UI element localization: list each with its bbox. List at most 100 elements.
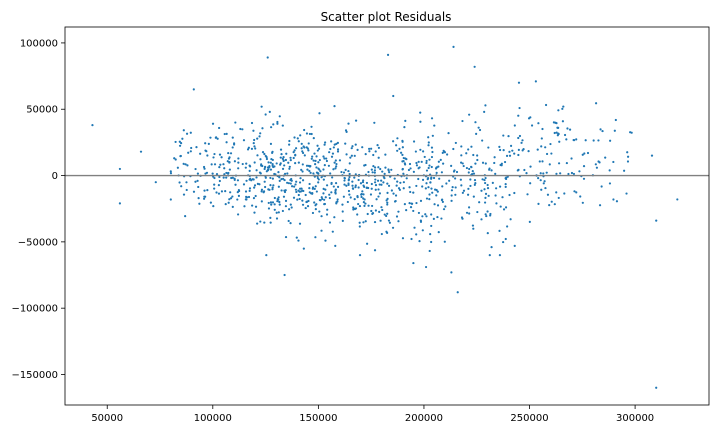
data-point bbox=[502, 149, 505, 152]
data-point bbox=[493, 161, 496, 165]
data-point bbox=[277, 196, 280, 199]
data-point bbox=[284, 205, 288, 208]
data-point bbox=[292, 196, 296, 199]
data-point bbox=[311, 211, 315, 215]
data-point bbox=[525, 172, 528, 175]
data-point bbox=[502, 208, 506, 211]
data-point bbox=[430, 117, 434, 120]
data-point bbox=[213, 163, 217, 166]
data-point bbox=[400, 151, 403, 154]
data-point bbox=[261, 127, 264, 130]
data-point bbox=[169, 172, 173, 175]
data-point bbox=[331, 230, 334, 233]
data-point bbox=[468, 212, 471, 215]
data-point bbox=[409, 206, 413, 209]
data-point bbox=[292, 156, 295, 160]
data-point bbox=[513, 152, 516, 155]
data-point bbox=[284, 158, 287, 162]
data-point bbox=[270, 126, 273, 129]
data-point bbox=[521, 139, 524, 142]
data-point bbox=[181, 137, 184, 140]
data-point bbox=[348, 175, 351, 179]
data-point bbox=[395, 215, 399, 218]
data-point bbox=[358, 225, 361, 228]
data-point bbox=[407, 168, 411, 172]
data-point bbox=[182, 162, 185, 165]
data-point bbox=[557, 132, 560, 135]
data-point bbox=[513, 191, 516, 195]
data-point bbox=[440, 217, 443, 220]
data-point bbox=[307, 142, 310, 145]
data-point bbox=[231, 195, 234, 198]
data-point bbox=[570, 171, 574, 175]
data-point bbox=[557, 196, 560, 200]
data-point bbox=[383, 172, 386, 175]
data-point-outlier bbox=[655, 386, 658, 389]
data-point bbox=[527, 150, 530, 153]
data-point bbox=[329, 147, 332, 151]
data-point bbox=[598, 204, 602, 207]
data-point bbox=[233, 178, 236, 182]
data-point bbox=[288, 165, 291, 168]
data-point bbox=[196, 172, 199, 175]
data-point bbox=[343, 177, 346, 180]
data-point bbox=[227, 201, 230, 204]
data-point bbox=[264, 113, 267, 116]
data-point bbox=[450, 189, 454, 192]
data-point bbox=[538, 160, 541, 163]
data-point bbox=[301, 151, 305, 155]
data-point bbox=[310, 125, 313, 128]
data-point bbox=[203, 167, 206, 170]
data-point bbox=[608, 169, 611, 172]
data-point bbox=[269, 184, 272, 187]
data-point bbox=[372, 165, 375, 168]
data-point bbox=[302, 145, 305, 148]
data-point bbox=[380, 232, 383, 236]
data-point bbox=[368, 147, 371, 150]
data-point bbox=[323, 143, 326, 146]
data-point bbox=[352, 207, 355, 210]
data-point bbox=[373, 249, 377, 252]
data-point bbox=[626, 160, 630, 163]
data-point bbox=[220, 156, 223, 159]
data-point bbox=[427, 136, 430, 139]
data-point bbox=[370, 209, 373, 213]
data-point bbox=[425, 159, 428, 163]
data-point bbox=[409, 190, 412, 194]
data-point bbox=[213, 183, 216, 186]
data-point bbox=[311, 187, 314, 190]
data-point bbox=[303, 128, 306, 132]
data-point bbox=[310, 132, 313, 136]
data-point bbox=[271, 177, 274, 180]
data-point bbox=[218, 179, 221, 183]
data-point bbox=[215, 173, 219, 176]
data-point bbox=[281, 167, 285, 170]
data-point bbox=[431, 150, 434, 154]
data-point bbox=[415, 164, 419, 167]
data-point bbox=[217, 184, 220, 187]
data-point bbox=[343, 183, 346, 186]
data-point bbox=[572, 172, 576, 176]
data-point bbox=[377, 156, 380, 159]
data-point bbox=[283, 172, 287, 175]
data-point bbox=[332, 146, 335, 149]
data-point bbox=[216, 137, 219, 140]
data-point bbox=[387, 219, 391, 222]
data-point bbox=[441, 198, 444, 201]
data-point bbox=[282, 155, 285, 159]
data-point bbox=[318, 112, 321, 115]
data-point bbox=[436, 190, 439, 193]
data-point bbox=[430, 165, 433, 169]
data-point bbox=[236, 213, 240, 216]
data-point bbox=[419, 120, 422, 123]
data-point bbox=[460, 216, 464, 219]
data-point bbox=[397, 220, 400, 223]
data-point bbox=[300, 147, 303, 150]
data-point bbox=[357, 186, 360, 189]
data-point bbox=[277, 185, 280, 188]
data-point bbox=[331, 176, 334, 179]
data-point bbox=[625, 192, 628, 195]
data-point bbox=[487, 146, 490, 149]
data-point bbox=[362, 179, 365, 182]
data-point bbox=[379, 219, 382, 222]
